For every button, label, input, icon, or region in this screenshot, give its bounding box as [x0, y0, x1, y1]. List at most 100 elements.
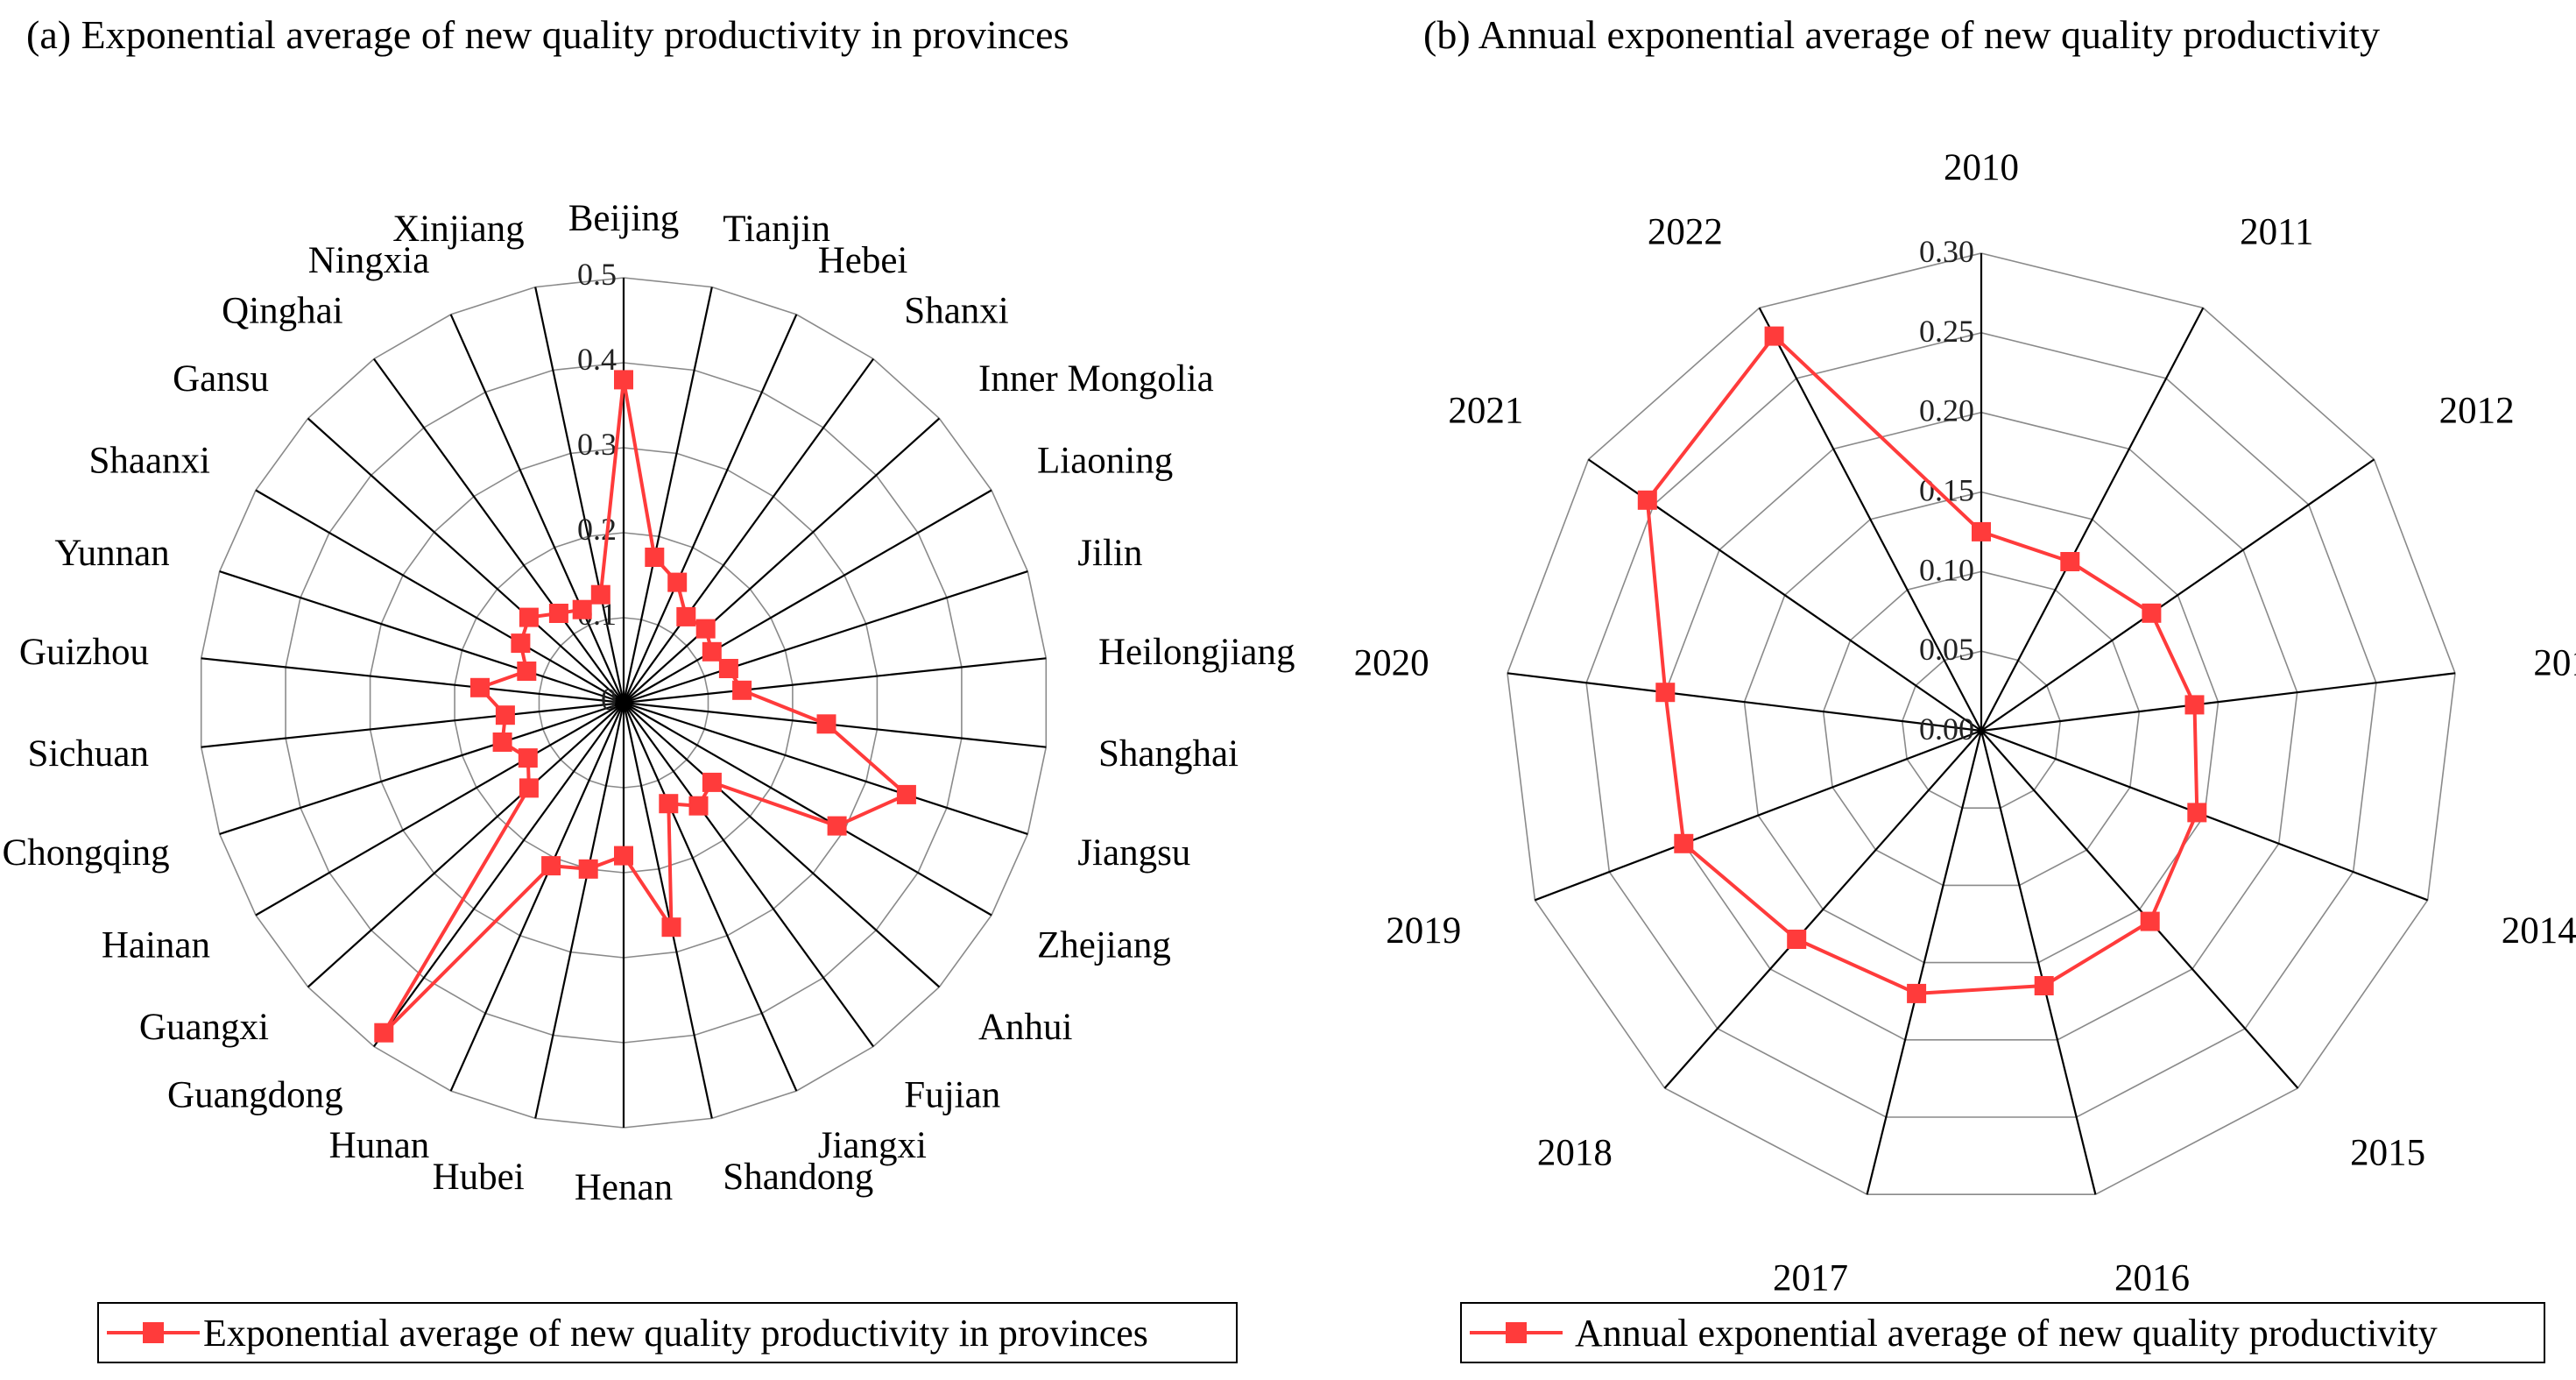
- chart-b-title: (b) Annual exponential average of new qu…: [1423, 12, 2380, 57]
- chart-a-point-hebei: [667, 572, 688, 592]
- chart-a-spoke-liaoning: [623, 489, 992, 704]
- chart-a-category-label-sichuan: Sichuan: [27, 733, 149, 775]
- chart-a-spoke-hainan: [255, 702, 625, 916]
- chart-a-point-zhejiang: [827, 816, 847, 836]
- chart-a-point-liaoning: [702, 641, 722, 662]
- chart-a-point-shandong: [661, 917, 681, 938]
- chart-a-category-label-liaoning: Liaoning: [1037, 441, 1173, 482]
- chart-a-point-hubei: [578, 859, 598, 879]
- chart-a-spoke-shaanxi: [255, 489, 625, 704]
- chart-a-point-hunan: [541, 856, 561, 876]
- chart-b-tick-label-5: 0.25: [1919, 314, 1974, 349]
- chart-a-point-jilin: [718, 659, 738, 678]
- chart-b-point-2010: [1972, 521, 1991, 541]
- chart-a-category-label-yunnan: Yunnan: [54, 533, 169, 574]
- chart-b-category-label-2011: 2011: [2240, 212, 2313, 253]
- chart-b-category-label-2010: 2010: [1944, 147, 2019, 188]
- chart-a: (a) Exponential average of new quality p…: [3, 12, 1295, 1363]
- chart-a-category-label-henan: Henan: [575, 1167, 673, 1208]
- chart-a-point-xinjiang: [590, 584, 610, 605]
- chart-b: (b) Annual exponential average of new qu…: [1354, 12, 2576, 1363]
- chart-b-tick-label-3: 0.15: [1919, 473, 1974, 508]
- chart-a-spoke-ningxia: [449, 314, 625, 704]
- chart-b-series: [1637, 326, 2207, 1003]
- chart-a-legend: Exponential average of new quality produ…: [97, 1302, 1238, 1363]
- chart-a-series-line: [382, 378, 908, 1035]
- chart-a-category-label-jiangsu: Jiangsu: [1077, 832, 1190, 874]
- chart-a-category-label-hunan: Hunan: [329, 1125, 430, 1166]
- chart-a-point-chongqing: [492, 732, 512, 752]
- chart-a-category-label-hainan: Hainan: [102, 925, 210, 966]
- chart-b-ring-5: [1585, 331, 2377, 1118]
- chart-b-point-2018: [1787, 930, 1807, 949]
- chart-b-legend-box: [1460, 1302, 2545, 1363]
- chart-b-category-labels: 2010 2011 2012 2013 2014 2015 2016 2017 2018 2019…: [1354, 147, 2576, 1299]
- chart-b-series-line: [1645, 334, 2199, 995]
- chart-a-spoke-shandong: [622, 702, 713, 1119]
- chart-a-category-label-fujian: Fujian: [904, 1074, 1000, 1115]
- chart-a-spoke-jiangsu: [623, 701, 1028, 835]
- chart-a-category-label-shanxi: Shanxi: [904, 291, 1009, 332]
- chart-a-title: (a) Exponential average of new quality p…: [26, 12, 1069, 57]
- chart-b-spoke-2013: [1980, 672, 2456, 732]
- chart-a-tick-label-5: 0.5: [577, 257, 617, 292]
- chart-a-series: [374, 370, 916, 1043]
- chart-a-spoke-hubei: [534, 702, 625, 1119]
- chart-a-category-label-ningxia: Ningxia: [308, 240, 430, 281]
- chart-a-point-jiangsu: [896, 784, 916, 804]
- chart-a-category-label-qinghai: Qinghai: [222, 291, 343, 332]
- chart-a-spoke-zhejiang: [623, 702, 992, 916]
- chart-a-spoke-hunan: [449, 702, 625, 1092]
- chart-a-spoke-xinjiang: [534, 287, 625, 704]
- chart-b-legend-label: Annual exponential average of new qualit…: [1575, 1312, 2438, 1355]
- chart-a-tick-label-3: 0.3: [577, 427, 617, 462]
- chart-b-spoke-2011: [1980, 307, 2205, 732]
- chart-a-spoke-guangdong: [373, 702, 625, 1048]
- chart-a-category-label-guizhou: Guizhou: [19, 632, 149, 673]
- chart-b-category-label-2022: 2022: [1648, 212, 1723, 253]
- chart-a-tick-label-0: 0: [601, 682, 617, 717]
- chart-a-spoke-jiangxi: [622, 702, 798, 1092]
- chart-a-point-sichuan: [495, 705, 515, 725]
- chart-a-category-label-xinjiang: Xinjiang: [392, 209, 524, 250]
- chart-a-point-qinghai: [548, 604, 568, 623]
- chart-a-point-jiangxi: [659, 794, 679, 814]
- chart-a-point-anhui: [702, 772, 722, 792]
- chart-a-tick-label-4: 0.4: [577, 342, 617, 377]
- chart-a-category-label-anhui: Anhui: [978, 1007, 1073, 1048]
- chart-a-category-label-hebei: Hebei: [818, 240, 908, 281]
- chart-a-category-label-zhejiang: Zhejiang: [1037, 925, 1171, 966]
- chart-b-point-2019: [1674, 833, 1694, 853]
- chart-a-spoke-tianjin: [622, 287, 713, 704]
- chart-b-point-2022: [1764, 326, 1784, 346]
- chart-a-point-fujian: [688, 796, 709, 816]
- chart-a-legend-label: Exponential average of new quality produ…: [203, 1312, 1148, 1355]
- chart-a-legend-swatch-marker: [143, 1322, 164, 1343]
- chart-a-category-label-gansu: Gansu: [173, 358, 269, 400]
- chart-a-category-label-heilongjiang: Heilongjiang: [1098, 632, 1295, 673]
- chart-a-category-label-tianjin: Tianjin: [723, 209, 830, 250]
- chart-a-point-ningxia: [572, 599, 592, 619]
- chart-a-point-tianjin: [645, 548, 665, 567]
- chart-b-spoke-2017: [1866, 730, 1983, 1195]
- chart-a-category-label-beijing: Beijing: [568, 198, 680, 239]
- chart-a-spoke-hebei: [622, 314, 798, 704]
- chart-b-spoke-2022: [1758, 307, 1982, 732]
- chart-a-category-label-jilin: Jilin: [1077, 533, 1142, 574]
- chart-a-point-henan: [614, 846, 633, 866]
- chart-a-category-label-guangxi: Guangxi: [139, 1007, 269, 1048]
- chart-a-spoke-fujian: [623, 702, 874, 1048]
- chart-a-point-beijing: [614, 370, 633, 390]
- chart-a-point-heilongjiang: [732, 680, 752, 700]
- chart-b-spoke-2020: [1507, 672, 1982, 732]
- chart-a-category-label-hubei: Hubei: [433, 1157, 525, 1198]
- chart-b-point-2021: [1637, 490, 1657, 510]
- chart-b-category-label-2013: 2013: [2533, 643, 2576, 684]
- chart-a-category-label-guangdong: Guangdong: [167, 1074, 343, 1115]
- chart-b-point-2012: [2142, 603, 2162, 623]
- chart-a-ticks: 00.10.20.30.40.5: [577, 257, 617, 717]
- chart-a-spoke-qinghai: [373, 357, 625, 704]
- chart-a-spoke-guizhou: [201, 657, 625, 704]
- chart-b-point-2014: [2187, 803, 2207, 823]
